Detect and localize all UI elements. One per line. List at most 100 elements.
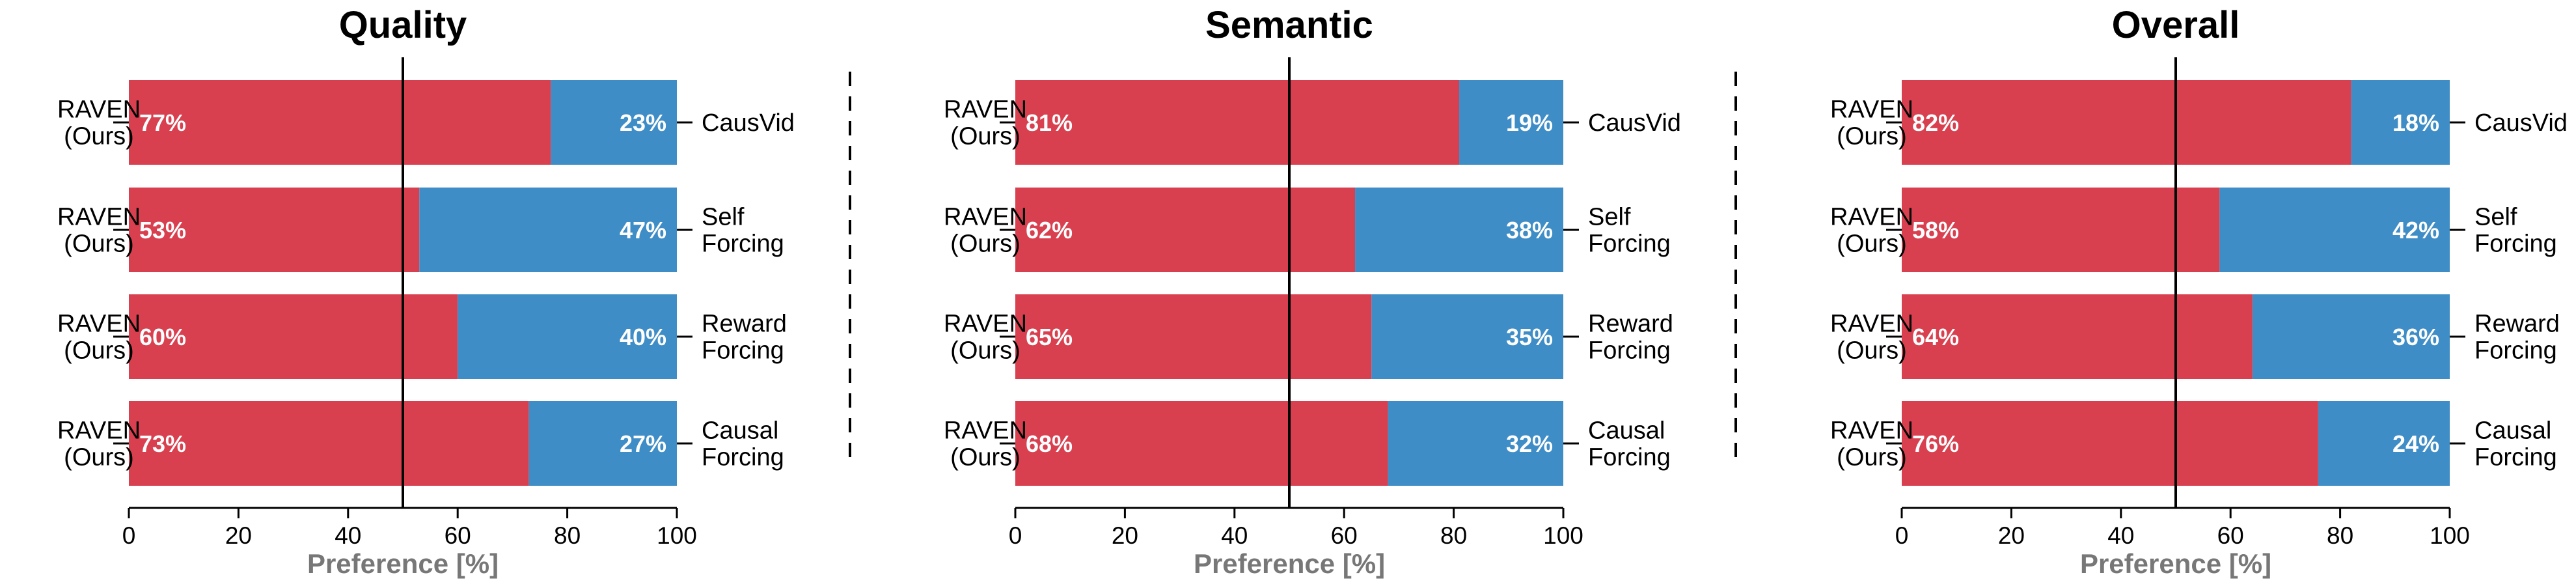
bar-baseline (2219, 188, 2450, 272)
data-label-baseline: 27% (620, 430, 666, 457)
x-tick-label: 80 (2327, 522, 2353, 549)
data-label-baseline: 42% (2392, 217, 2439, 244)
bar-ours (1015, 80, 1460, 165)
bar-baseline (1459, 80, 1563, 165)
x-tick-label: 0 (122, 522, 136, 549)
bar-baseline (528, 401, 677, 486)
y-label-left: RAVEN (1830, 311, 1913, 338)
y-label-left: RAVEN (1830, 204, 1913, 231)
data-label-ours: 82% (1912, 109, 1959, 136)
y-label-left: (Ours) (950, 123, 1021, 150)
y-label-left: RAVEN (944, 311, 1027, 338)
data-label-ours: 53% (139, 217, 186, 244)
y-label-left: (Ours) (1837, 231, 1907, 258)
bar-ours (1902, 401, 2318, 486)
chart-title: Quality (339, 4, 467, 46)
data-label-ours: 73% (139, 430, 186, 457)
y-label-right: Forcing (1588, 231, 1671, 258)
x-tick-label: 60 (445, 522, 471, 549)
bar-baseline (1355, 188, 1563, 272)
bar-baseline (1371, 294, 1563, 379)
y-label-left: RAVEN (1830, 96, 1913, 124)
x-axis-label: Preference [%] (307, 548, 499, 579)
x-tick-label: 100 (2430, 522, 2470, 549)
data-label-baseline: 38% (1506, 217, 1553, 244)
x-tick-label: 80 (1440, 522, 1467, 549)
data-label-baseline: 24% (2392, 430, 2439, 457)
data-label-baseline: 35% (1506, 324, 1553, 350)
x-tick-label: 40 (2107, 522, 2134, 549)
y-label-left: (Ours) (950, 444, 1021, 471)
bar-baseline (551, 80, 677, 165)
bar-baseline (458, 294, 677, 379)
bar-ours (1015, 401, 1388, 486)
y-label-right: Self (1588, 204, 1631, 231)
bar-ours (129, 401, 529, 486)
chart-title: Semantic (1205, 4, 1373, 46)
y-label-left: (Ours) (64, 123, 134, 150)
data-label-baseline: 40% (620, 324, 666, 350)
data-label-ours: 68% (1026, 430, 1073, 457)
y-label-left: (Ours) (1837, 123, 1907, 150)
x-tick-label: 0 (1009, 522, 1022, 549)
bar-baseline (1388, 401, 1563, 486)
y-label-right: Forcing (702, 444, 784, 471)
data-label-baseline: 23% (620, 109, 666, 136)
data-label-baseline: 18% (2392, 109, 2439, 136)
y-label-left: RAVEN (57, 204, 141, 231)
y-label-right: Causal (1588, 417, 1665, 445)
y-label-right: Forcing (2474, 337, 2557, 365)
x-axis-label: Preference [%] (1194, 548, 1385, 579)
y-label-left: (Ours) (64, 337, 134, 365)
data-label-ours: 58% (1912, 217, 1959, 244)
bar-ours (1902, 188, 2220, 272)
bar-baseline (419, 188, 677, 272)
y-label-right: Forcing (702, 231, 784, 258)
y-label-left: (Ours) (1837, 444, 1907, 471)
x-tick-label: 20 (1112, 522, 1138, 549)
y-label-right: Forcing (2474, 231, 2557, 258)
bar-baseline (2351, 80, 2450, 165)
x-tick-label: 100 (1543, 522, 1583, 549)
y-label-right: Forcing (702, 337, 784, 365)
y-label-left: (Ours) (950, 231, 1021, 258)
x-tick-label: 60 (1331, 522, 1358, 549)
bar-baseline (2318, 401, 2450, 486)
y-label-left: RAVEN (57, 96, 141, 124)
data-label-baseline: 32% (1506, 430, 1553, 457)
data-label-ours: 62% (1026, 217, 1073, 244)
y-label-left: (Ours) (64, 231, 134, 258)
x-tick-label: 40 (335, 522, 361, 549)
y-label-left: RAVEN (57, 311, 141, 338)
bar-ours (129, 80, 551, 165)
data-label-ours: 76% (1912, 430, 1959, 457)
chart-title: Overall (2112, 4, 2240, 46)
y-label-right: Forcing (1588, 444, 1671, 471)
y-label-right: Self (702, 204, 745, 231)
x-tick-label: 40 (1221, 522, 1248, 549)
bar-ours (1902, 80, 2351, 165)
y-label-left: RAVEN (944, 204, 1027, 231)
y-label-right: CausVid (2474, 109, 2568, 137)
data-label-ours: 77% (139, 109, 186, 136)
y-label-right: CausVid (702, 109, 795, 137)
bar-ours (1015, 294, 1372, 379)
bar-ours (129, 188, 420, 272)
data-label-baseline: 36% (2392, 324, 2439, 350)
data-label-baseline: 19% (1506, 109, 1553, 136)
data-label-ours: 65% (1026, 324, 1073, 350)
data-label-baseline: 47% (620, 217, 666, 244)
bar-baseline (2252, 294, 2450, 379)
y-label-left: (Ours) (64, 444, 134, 471)
y-label-left: RAVEN (944, 96, 1027, 124)
y-label-right: Self (2474, 204, 2517, 231)
y-label-left: RAVEN (57, 417, 141, 445)
x-tick-label: 60 (2217, 522, 2244, 549)
x-tick-label: 100 (657, 522, 697, 549)
x-tick-label: 20 (1998, 522, 2025, 549)
y-label-right: Forcing (2474, 444, 2557, 471)
y-label-right: Reward (2474, 311, 2560, 338)
y-label-left: (Ours) (1837, 337, 1907, 365)
